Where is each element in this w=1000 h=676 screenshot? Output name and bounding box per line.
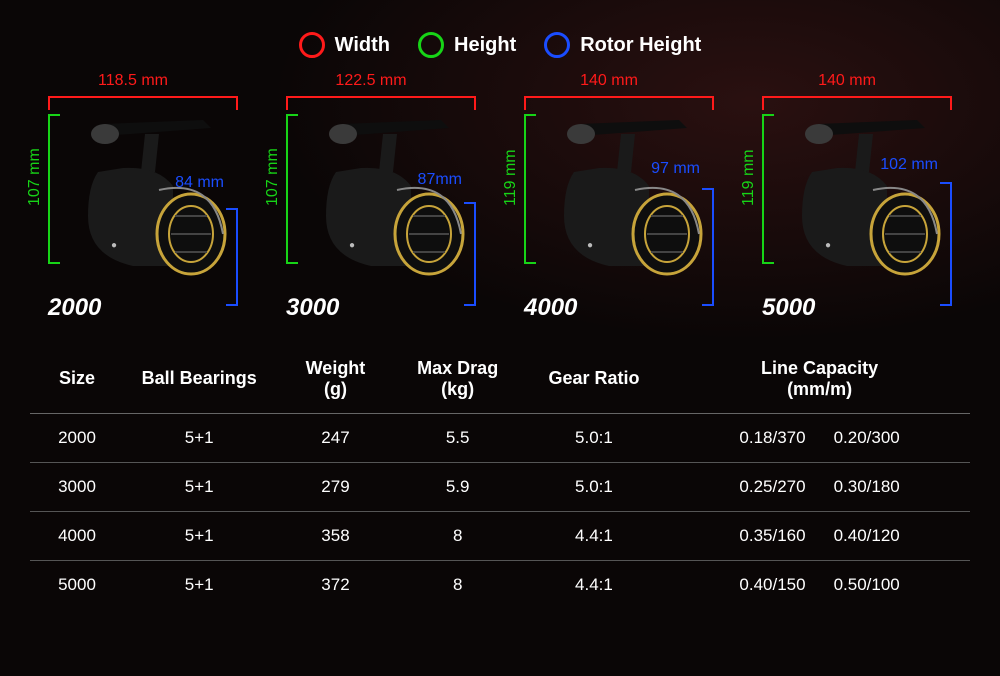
col-header: Line Capacity(mm/m) — [669, 348, 970, 414]
svg-text:●: ● — [587, 240, 593, 251]
width-label: 122.5 mm — [266, 72, 476, 90]
product-4000: 140 mm 119 mm ● 97 mm 4000 — [504, 76, 734, 326]
product-diagrams: 118.5 mm 107 mm ● 84 mm 2000 122.5 mm 10… — [0, 76, 1000, 348]
rotor-bracket — [702, 188, 714, 306]
width-label: 118.5 mm — [28, 72, 238, 90]
width-bracket — [286, 96, 476, 110]
cell-weight: 358 — [274, 512, 396, 561]
svg-text:●: ● — [111, 240, 117, 251]
rotor-label: 84 mm — [175, 174, 224, 192]
spec-table-head: SizeBall BearingsWeight(g)Max Drag(kg)Ge… — [30, 348, 970, 414]
spec-table-body: 2000 5+1 247 5.5 5.0:1 0.18/370 0.20/300… — [30, 414, 970, 610]
cell-capacity: 0.18/370 0.20/300 — [669, 414, 970, 463]
rotor-bracket — [940, 182, 952, 306]
legend-rotor: Rotor Height — [544, 32, 701, 58]
reel-icon: ● — [63, 116, 233, 281]
table-row: 2000 5+1 247 5.5 5.0:1 0.18/370 0.20/300 — [30, 414, 970, 463]
legend-label-width: Width — [335, 34, 390, 57]
cell-capacity: 0.40/150 0.50/100 — [669, 561, 970, 610]
cell-size: 3000 — [30, 463, 124, 512]
cell-gearratio: 4.4:1 — [519, 561, 669, 610]
height-label: 107 mm — [26, 148, 44, 206]
height-label: 119 mm — [502, 149, 520, 206]
col-header: Weight(g) — [274, 348, 396, 414]
reel-icon: ● — [539, 116, 709, 281]
cell-gearratio: 5.0:1 — [519, 414, 669, 463]
capacity-a: 0.25/270 — [739, 477, 805, 497]
rotor-bracket — [464, 202, 476, 306]
capacity-b: 0.50/100 — [834, 575, 900, 595]
legend-circle-height — [418, 32, 444, 58]
rotor-label: 102 mm — [880, 156, 938, 174]
reel-icon: ● — [301, 116, 471, 281]
legend-label-rotor: Rotor Height — [580, 34, 701, 57]
width-label: 140 mm — [504, 72, 714, 90]
col-header: Ball Bearings — [124, 348, 274, 414]
cell-weight: 247 — [274, 414, 396, 463]
width-label: 140 mm — [742, 72, 952, 90]
product-3000: 122.5 mm 107 mm ● 87mm 3000 — [266, 76, 496, 326]
height-bracket — [762, 114, 774, 264]
spec-table: SizeBall BearingsWeight(g)Max Drag(kg)Ge… — [30, 348, 970, 609]
capacity-b: 0.30/180 — [834, 477, 900, 497]
capacity-a: 0.35/160 — [739, 526, 805, 546]
width-bracket — [762, 96, 952, 110]
model-number: 3000 — [286, 294, 339, 322]
product-2000: 118.5 mm 107 mm ● 84 mm 2000 — [28, 76, 258, 326]
capacity-a: 0.18/370 — [739, 428, 805, 448]
cell-bearings: 5+1 — [124, 463, 274, 512]
legend-label-height: Height — [454, 34, 516, 57]
capacity-b: 0.20/300 — [834, 428, 900, 448]
cell-bearings: 5+1 — [124, 414, 274, 463]
svg-text:●: ● — [349, 240, 355, 251]
col-header: Size — [30, 348, 124, 414]
cell-bearings: 5+1 — [124, 512, 274, 561]
cell-size: 4000 — [30, 512, 124, 561]
width-bracket — [524, 96, 714, 110]
cell-maxdrag: 5.9 — [397, 463, 519, 512]
reel-icon: ● — [777, 116, 947, 281]
height-bracket — [286, 114, 298, 264]
rotor-label: 97 mm — [651, 160, 700, 178]
table-row: 3000 5+1 279 5.9 5.0:1 0.25/270 0.30/180 — [30, 463, 970, 512]
height-label: 107 mm — [264, 148, 282, 206]
cell-gearratio: 4.4:1 — [519, 512, 669, 561]
capacity-a: 0.40/150 — [739, 575, 805, 595]
product-5000: 140 mm 119 mm ● 102 mm 5000 — [742, 76, 972, 326]
cell-gearratio: 5.0:1 — [519, 463, 669, 512]
dimension-legend: Width Height Rotor Height — [0, 0, 1000, 76]
width-bracket — [48, 96, 238, 110]
cell-capacity: 0.35/160 0.40/120 — [669, 512, 970, 561]
height-bracket — [524, 114, 536, 264]
model-number: 2000 — [48, 294, 101, 322]
cell-weight: 372 — [274, 561, 396, 610]
col-header: Gear Ratio — [519, 348, 669, 414]
svg-text:●: ● — [825, 240, 831, 251]
table-row: 4000 5+1 358 8 4.4:1 0.35/160 0.40/120 — [30, 512, 970, 561]
cell-maxdrag: 8 — [397, 512, 519, 561]
table-row: 5000 5+1 372 8 4.4:1 0.40/150 0.50/100 — [30, 561, 970, 610]
legend-circle-width — [299, 32, 325, 58]
legend-width: Width — [299, 32, 390, 58]
capacity-b: 0.40/120 — [834, 526, 900, 546]
col-header: Max Drag(kg) — [397, 348, 519, 414]
rotor-label: 87mm — [418, 171, 462, 189]
height-bracket — [48, 114, 60, 264]
height-label: 119 mm — [740, 149, 758, 206]
model-number: 4000 — [524, 294, 577, 322]
cell-weight: 279 — [274, 463, 396, 512]
cell-size: 5000 — [30, 561, 124, 610]
cell-maxdrag: 5.5 — [397, 414, 519, 463]
cell-size: 2000 — [30, 414, 124, 463]
legend-height: Height — [418, 32, 516, 58]
legend-circle-rotor — [544, 32, 570, 58]
cell-capacity: 0.25/270 0.30/180 — [669, 463, 970, 512]
model-number: 5000 — [762, 294, 815, 322]
cell-maxdrag: 8 — [397, 561, 519, 610]
cell-bearings: 5+1 — [124, 561, 274, 610]
rotor-bracket — [226, 208, 238, 306]
